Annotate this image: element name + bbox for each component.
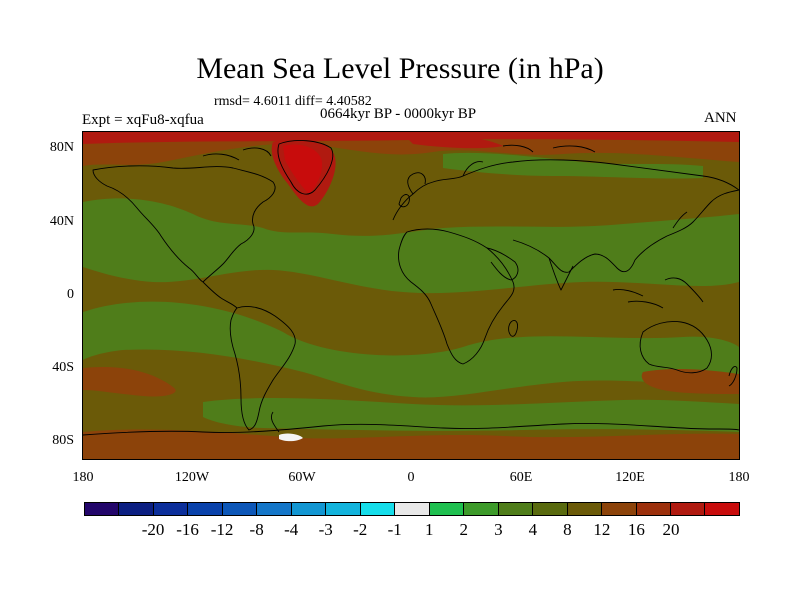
- colorbar-swatch-18: [705, 503, 739, 515]
- lon-label-0: 0: [407, 470, 415, 485]
- season-label: ANN: [704, 110, 737, 126]
- colorbar-label: -8: [249, 520, 264, 539]
- colorbar-swatch-0: [85, 503, 120, 515]
- rmsd-diff-stats: rmsd= 4.6011 diff= 4.40582: [214, 94, 372, 109]
- colorbar-label: 8: [563, 520, 572, 539]
- lat-label-80n: 80N: [49, 140, 74, 155]
- colorbar-swatch-1: [119, 503, 154, 515]
- colorbar-swatch-8: [360, 503, 396, 515]
- colorbar-swatch-11: [464, 503, 499, 515]
- colorbar-label: 1: [425, 520, 434, 539]
- antarctic-low-spot: [279, 433, 303, 442]
- lon-label-180e: 180: [728, 470, 750, 485]
- lon-label-120w: 120W: [174, 470, 210, 485]
- colorbar: [84, 502, 740, 516]
- colorbar-swatch-17: [670, 503, 706, 515]
- lon-label-60w: 60W: [288, 470, 316, 485]
- colorbar-label: -12: [210, 520, 234, 539]
- time-period-label: 0664kyr BP - 0000kyr BP: [320, 106, 477, 122]
- colorbar-label: 2: [459, 520, 469, 539]
- colorbar-swatch-4: [222, 503, 258, 515]
- colorbar-label: -4: [284, 520, 299, 539]
- colorbar-swatch-14: [567, 503, 603, 515]
- lat-label-0: 0: [67, 287, 74, 302]
- colorbar-swatch-2: [153, 503, 189, 515]
- lat-label-40n: 40N: [49, 214, 74, 229]
- lat-label-40s: 40S: [52, 360, 74, 375]
- colorbar-swatch-13: [533, 503, 568, 515]
- colorbar-label: -2: [353, 520, 368, 539]
- colorbar-swatch-3: [188, 503, 223, 515]
- lat-label-80s: 80S: [52, 433, 74, 448]
- colorbar-label: 16: [627, 520, 645, 539]
- lon-label-180w: 180: [72, 470, 94, 485]
- colorbar-swatch-6: [291, 503, 327, 515]
- colorbar-swatch-9: [395, 503, 430, 515]
- lon-label-120e: 120E: [615, 470, 645, 485]
- colorbar-label: 20: [662, 520, 680, 539]
- map-panel: [82, 131, 740, 460]
- colorbar-label: 4: [528, 520, 538, 539]
- greenland-high: [283, 144, 323, 194]
- plot-title: Mean Sea Level Pressure (in hPa): [196, 52, 604, 85]
- colorbar-label: -20: [141, 520, 165, 539]
- colorbar-swatch-10: [429, 503, 465, 515]
- pressure-map: [83, 132, 739, 459]
- colorbar-label: -3: [318, 520, 333, 539]
- colorbar-swatch-16: [636, 503, 671, 515]
- lon-label-60e: 60E: [509, 470, 533, 485]
- coastlines: [83, 140, 739, 436]
- colorbar-label: 12: [593, 520, 611, 539]
- colorbar-label: -1: [387, 520, 402, 539]
- colorbar-label: 3: [494, 520, 503, 539]
- colorbar-label: -16: [176, 520, 199, 539]
- colorbar-swatch-5: [257, 503, 292, 515]
- experiment-label: Expt = xqFu8-xqfua: [82, 112, 204, 128]
- colorbar-swatch-7: [326, 503, 361, 515]
- colorbar-swatch-12: [498, 503, 534, 515]
- colorbar-swatch-15: [602, 503, 637, 515]
